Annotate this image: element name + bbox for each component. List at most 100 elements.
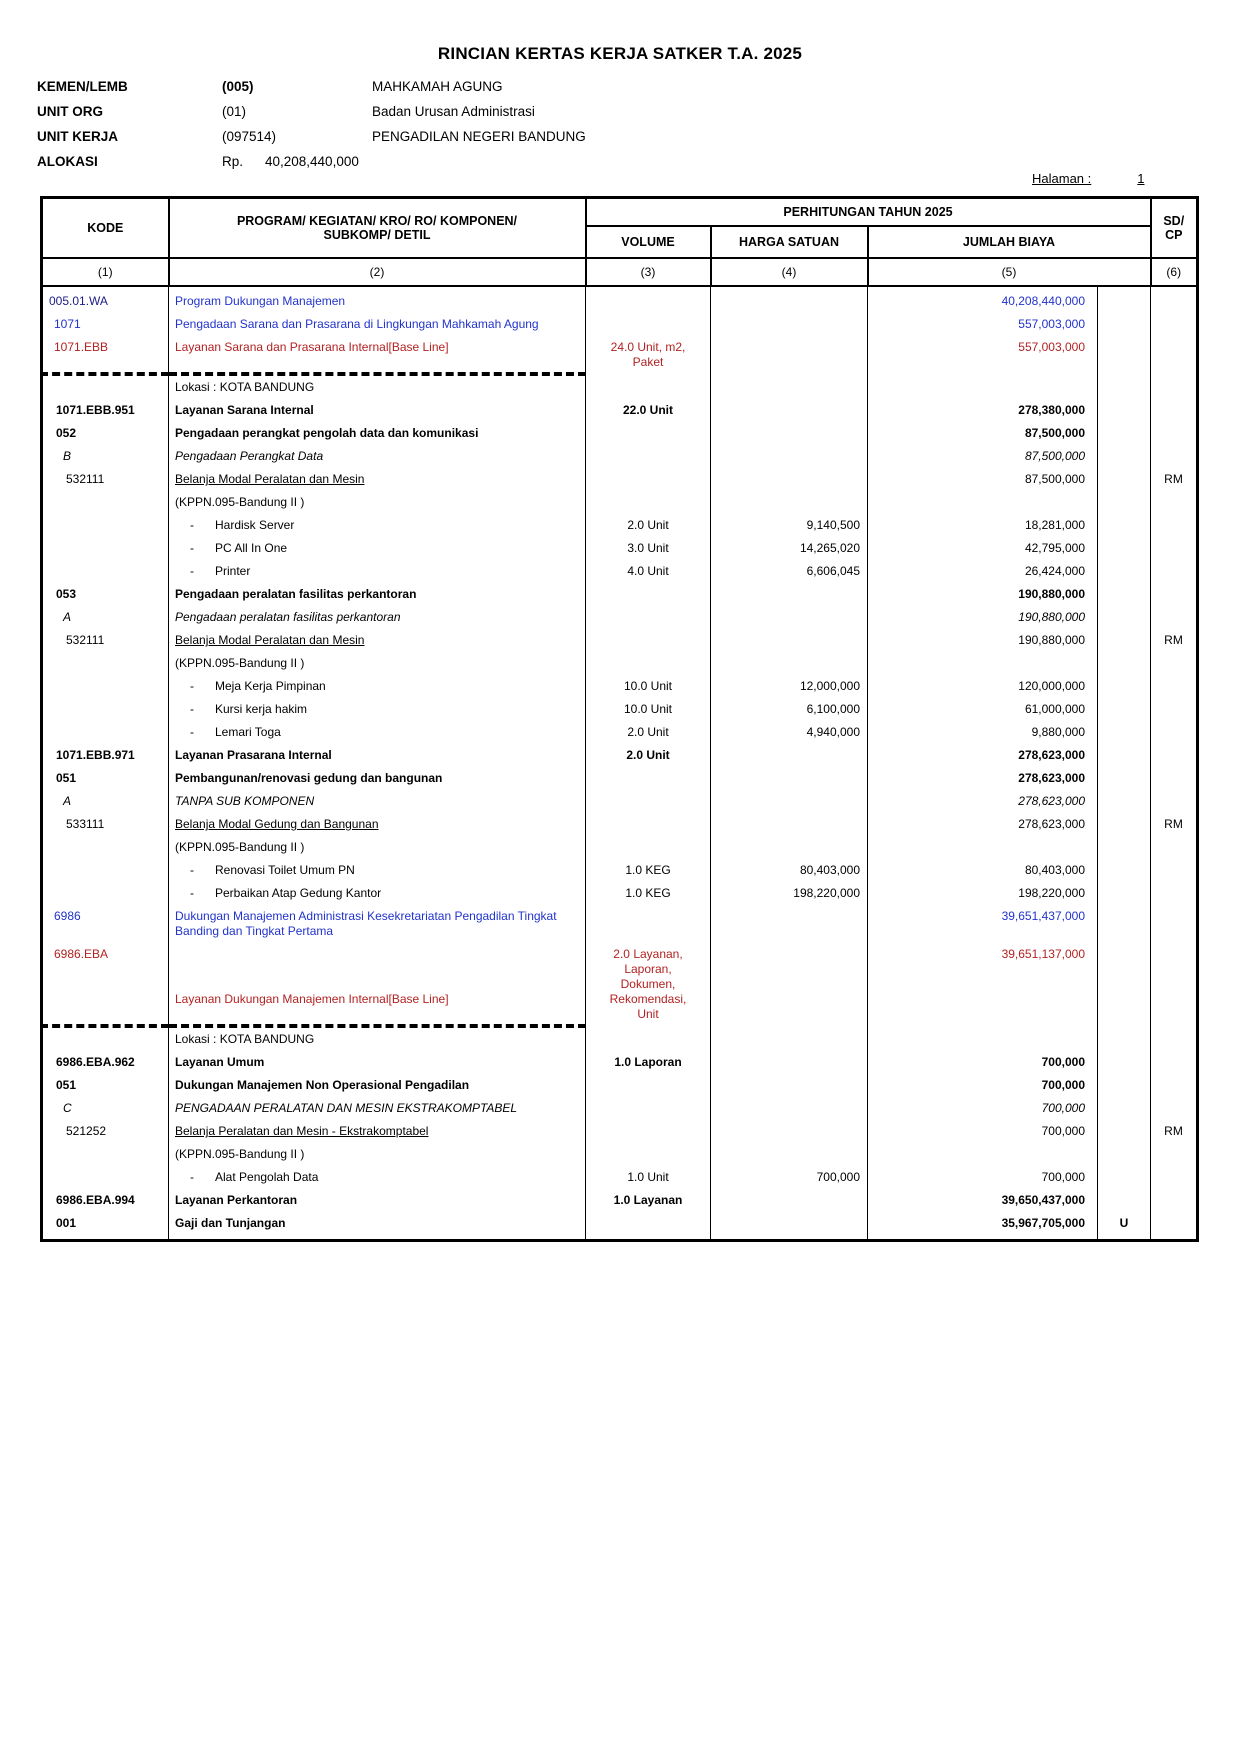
uraian-text: Perbaikan Atap Gedung Kantor: [215, 886, 382, 900]
cell-kode: [41, 859, 169, 882]
meta-label: UNIT ORG: [37, 104, 103, 119]
cell-volume: [585, 491, 711, 514]
table-row: (KPPN.095-Bandung II ): [41, 1143, 1198, 1166]
header-uraian-line2: SUBKOMP/ DETIL: [323, 228, 431, 242]
table-row: - Hardisk Server 2.0 Unit 9,140,500 18,281,0…: [41, 514, 1198, 537]
cell-mid: [1097, 767, 1151, 790]
cell-harga: 700,000: [710, 1166, 868, 1189]
cell-harga: [710, 652, 868, 675]
cell-harga: [710, 606, 868, 629]
uraian-text: Renovasi Toilet Umum PN: [215, 863, 355, 877]
cell-mid: [1097, 491, 1151, 514]
bullet-dash-icon: -: [190, 679, 194, 693]
cell-volume: [585, 836, 711, 859]
bullet-dash-icon: -: [190, 725, 194, 739]
cell-sd: [1150, 1074, 1198, 1097]
bullet-dash-icon: -: [190, 564, 194, 578]
table-row: - PC All In One 3.0 Unit 14,265,020 42,795,0…: [41, 537, 1198, 560]
cell-sd: [1150, 1097, 1198, 1120]
header-sd: SD/: [1163, 214, 1185, 228]
uraian-text: Printer: [215, 564, 251, 578]
cell-kode: [41, 372, 169, 399]
cell-volume: 3.0 Unit: [585, 537, 711, 560]
cell-volume: [585, 1120, 711, 1143]
uraian-text: Gaji dan Tunjangan: [175, 1216, 286, 1230]
cell-kode: 051: [41, 767, 169, 790]
cell-kode: [41, 1024, 169, 1051]
cell-mid: [1097, 374, 1151, 399]
uraian-text: Lemari Toga: [215, 725, 281, 739]
cell-mid: [1097, 399, 1151, 422]
table-row: 1071.EBB.971 Layanan Prasarana Internal 2.…: [41, 744, 1198, 767]
table-row: 1071.EBB.951 Layanan Sarana Internal 22.0 …: [41, 399, 1198, 422]
table-row: (KPPN.095-Bandung II ): [41, 836, 1198, 859]
table-row: 6986.EBA.994 Layanan Perkantoran 1.0 Layan…: [41, 1189, 1198, 1212]
cell-uraian: - Meja Kerja Pimpinan: [168, 675, 586, 698]
cell-kode: 532111: [41, 629, 169, 652]
cell-uraian: TANPA SUB KOMPONEN: [168, 790, 586, 813]
cell-mid: [1097, 1120, 1151, 1143]
cell-mid: [1097, 445, 1151, 468]
cell-mid: [1097, 675, 1151, 698]
cell-uraian: (KPPN.095-Bandung II ): [168, 836, 586, 859]
cell-jumlah: 700,000: [867, 1051, 1098, 1074]
cell-kode: [41, 514, 169, 537]
table-row: 6986 Dukungan Manajemen Administrasi Kese…: [41, 905, 1198, 943]
cell-uraian: - Alat Pengolah Data: [168, 1166, 586, 1189]
cell-volume: [585, 606, 711, 629]
meta-value: Badan Urusan Administrasi: [372, 104, 535, 119]
cell-volume: [585, 813, 711, 836]
cell-mid: [1097, 422, 1151, 445]
cell-harga: [710, 836, 868, 859]
cell-volume: [585, 374, 711, 399]
cell-sd: [1150, 859, 1198, 882]
cell-kode: [41, 652, 169, 675]
cell-uraian: (KPPN.095-Bandung II ): [168, 1143, 586, 1166]
cell-harga: [710, 399, 868, 422]
table-row: - Perbaikan Atap Gedung Kantor 1.0 KEG 198,…: [41, 882, 1198, 905]
cell-sd: [1150, 606, 1198, 629]
cell-kode: [41, 698, 169, 721]
table-row: 005.01.WA Program Dukungan Manajemen 40,20…: [41, 286, 1198, 313]
uraian-text: Layanan Sarana Internal: [175, 403, 314, 417]
table-row: 6986.EBA.962 Layanan Umum 1.0 Laporan 700,0…: [41, 1051, 1198, 1074]
cell-uraian: - Renovasi Toilet Umum PN: [168, 859, 586, 882]
cell-jumlah: 87,500,000: [867, 468, 1098, 491]
cell-sd: [1150, 560, 1198, 583]
meta-code: (01): [222, 104, 247, 119]
cell-jumlah: 190,880,000: [867, 583, 1098, 606]
colnum-6: (6): [1149, 257, 1199, 287]
uraian-text: Hardisk Server: [215, 518, 295, 532]
cell-mid: [1097, 629, 1151, 652]
cell-volume: 1.0 Unit: [585, 1166, 711, 1189]
table-row: 052 Pengadaan perangkat pengolah data dan…: [41, 422, 1198, 445]
cell-harga: [710, 1189, 868, 1212]
cell-harga: [710, 943, 868, 1026]
cell-sd: [1150, 537, 1198, 560]
cell-volume: 10.0 Unit: [585, 675, 711, 698]
cell-volume: [585, 445, 711, 468]
cell-harga: [710, 905, 868, 943]
cell-sd: [1150, 1212, 1198, 1241]
cell-uraian: - Perbaikan Atap Gedung Kantor: [168, 882, 586, 905]
colnum-4: (4): [709, 257, 869, 287]
cell-harga: 9,140,500: [710, 514, 868, 537]
table-row: 001 Gaji dan Tunjangan 35,967,705,000 U: [41, 1212, 1198, 1241]
uraian-text: Belanja Peralatan dan Mesin - Ekstrakomp…: [175, 1124, 429, 1138]
cell-mid: [1097, 721, 1151, 744]
cell-uraian: Pengadaan perangkat pengolah data dan ko…: [168, 422, 586, 445]
table-row: 1071.EBB Layanan Sarana dan Prasarana Int…: [41, 336, 1198, 374]
table-row: A TANPA SUB KOMPONEN 278,623,000: [41, 790, 1198, 813]
cell-uraian: - Kursi kerja hakim: [168, 698, 586, 721]
cell-harga: [710, 1051, 868, 1074]
meta-label: ALOKASI: [37, 154, 98, 169]
uraian-text: Dukungan Manajemen Non Operasional Penga…: [175, 1078, 470, 1092]
cell-harga: 80,403,000: [710, 859, 868, 882]
cell-jumlah: 700,000: [867, 1166, 1098, 1189]
cell-jumlah: 557,003,000: [867, 336, 1098, 374]
cell-harga: [710, 1212, 868, 1241]
table-row: B Pengadaan Perangkat Data 87,500,000: [41, 445, 1198, 468]
cell-sd: [1150, 1166, 1198, 1189]
budget-table: KODE PROGRAM/ KEGIATAN/ KRO/ RO/ KOMPONE…: [40, 196, 1199, 1242]
cell-uraian: Layanan Sarana Internal: [168, 399, 586, 422]
